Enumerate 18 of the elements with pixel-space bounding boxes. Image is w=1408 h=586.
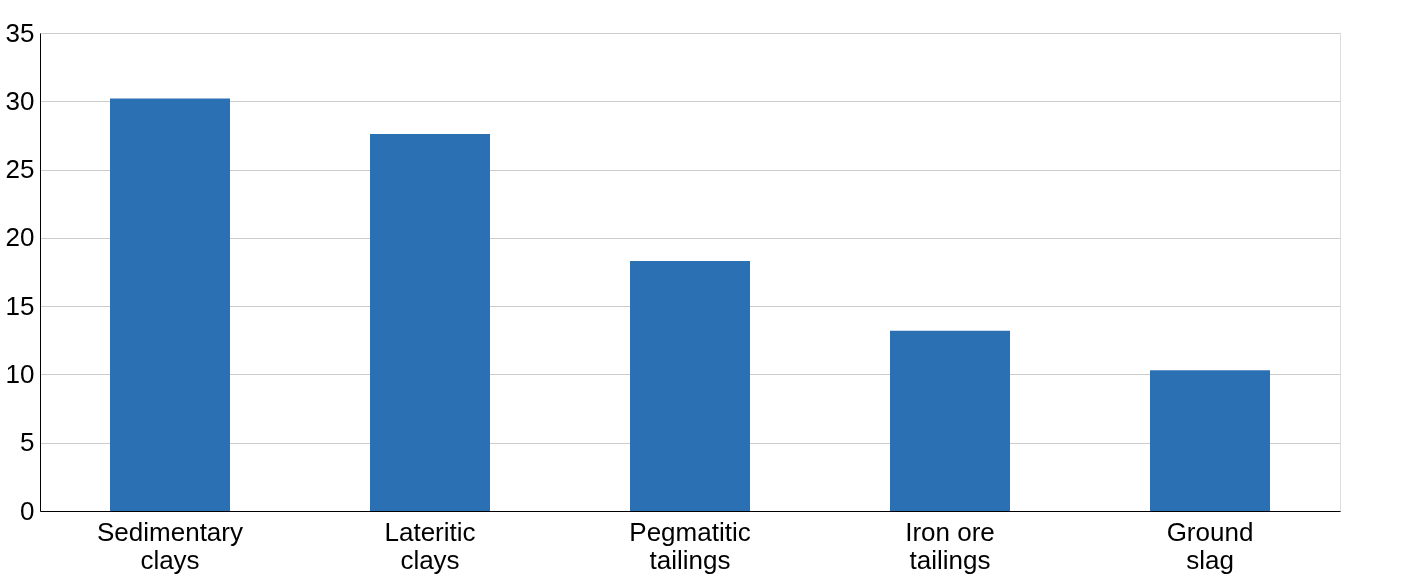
bar [370,134,490,511]
y-tick-label: 30 [5,85,35,116]
y-tick-label: 5 [20,427,35,458]
y-tick-label: 20 [5,222,35,253]
x-tick-label: Lateritic clays [384,516,476,575]
y-tick-label: 10 [5,358,35,389]
y-tick-label: 25 [5,154,35,185]
y-tick-label: 0 [20,495,35,526]
y-tick-label: 35 [5,17,35,48]
bar [110,98,230,511]
x-tick-label: Sedimentary clays [97,516,243,575]
bar [890,330,1010,511]
x-tick-label: Ground slag [1166,516,1254,575]
bar [1150,370,1270,511]
x-tick-label: Iron ore tailings [905,516,995,575]
y-tick-label: 15 [5,290,35,321]
bar [630,261,750,511]
x-tick-label: Pegmatitic tailings [629,516,751,575]
